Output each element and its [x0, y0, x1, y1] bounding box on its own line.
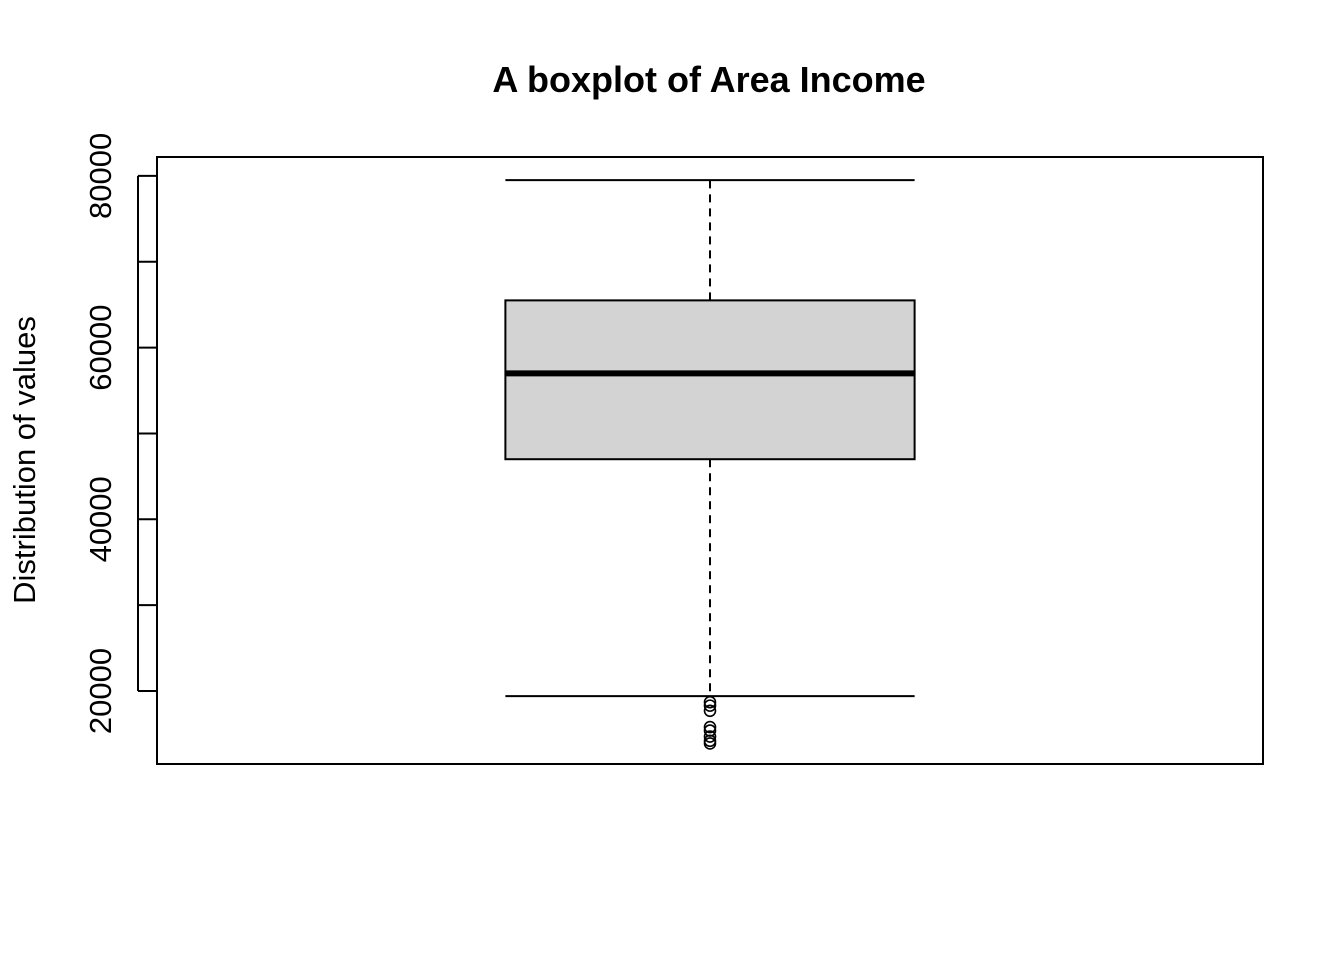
y-axis-label: Distribution of values: [7, 316, 42, 604]
y-axis: 20000 40000 60000 80000: [83, 133, 157, 734]
interquartile-box: [504, 299, 916, 461]
outlier-point: [703, 737, 717, 750]
outlier-point: [703, 699, 717, 712]
plot-frame: [156, 156, 1264, 765]
y-tick-label: 40000: [83, 476, 118, 562]
outlier-point: [703, 730, 717, 743]
y-tick-label: 20000: [83, 648, 118, 734]
outlier-point: [703, 720, 717, 734]
y-tick-label: 80000: [83, 133, 118, 219]
outlier-point: [703, 704, 717, 718]
outlier-point: [703, 695, 717, 709]
y-tick-label: 60000: [83, 304, 118, 390]
box-group: [504, 179, 916, 750]
chart-title: A boxplot of Area Income: [492, 59, 925, 100]
